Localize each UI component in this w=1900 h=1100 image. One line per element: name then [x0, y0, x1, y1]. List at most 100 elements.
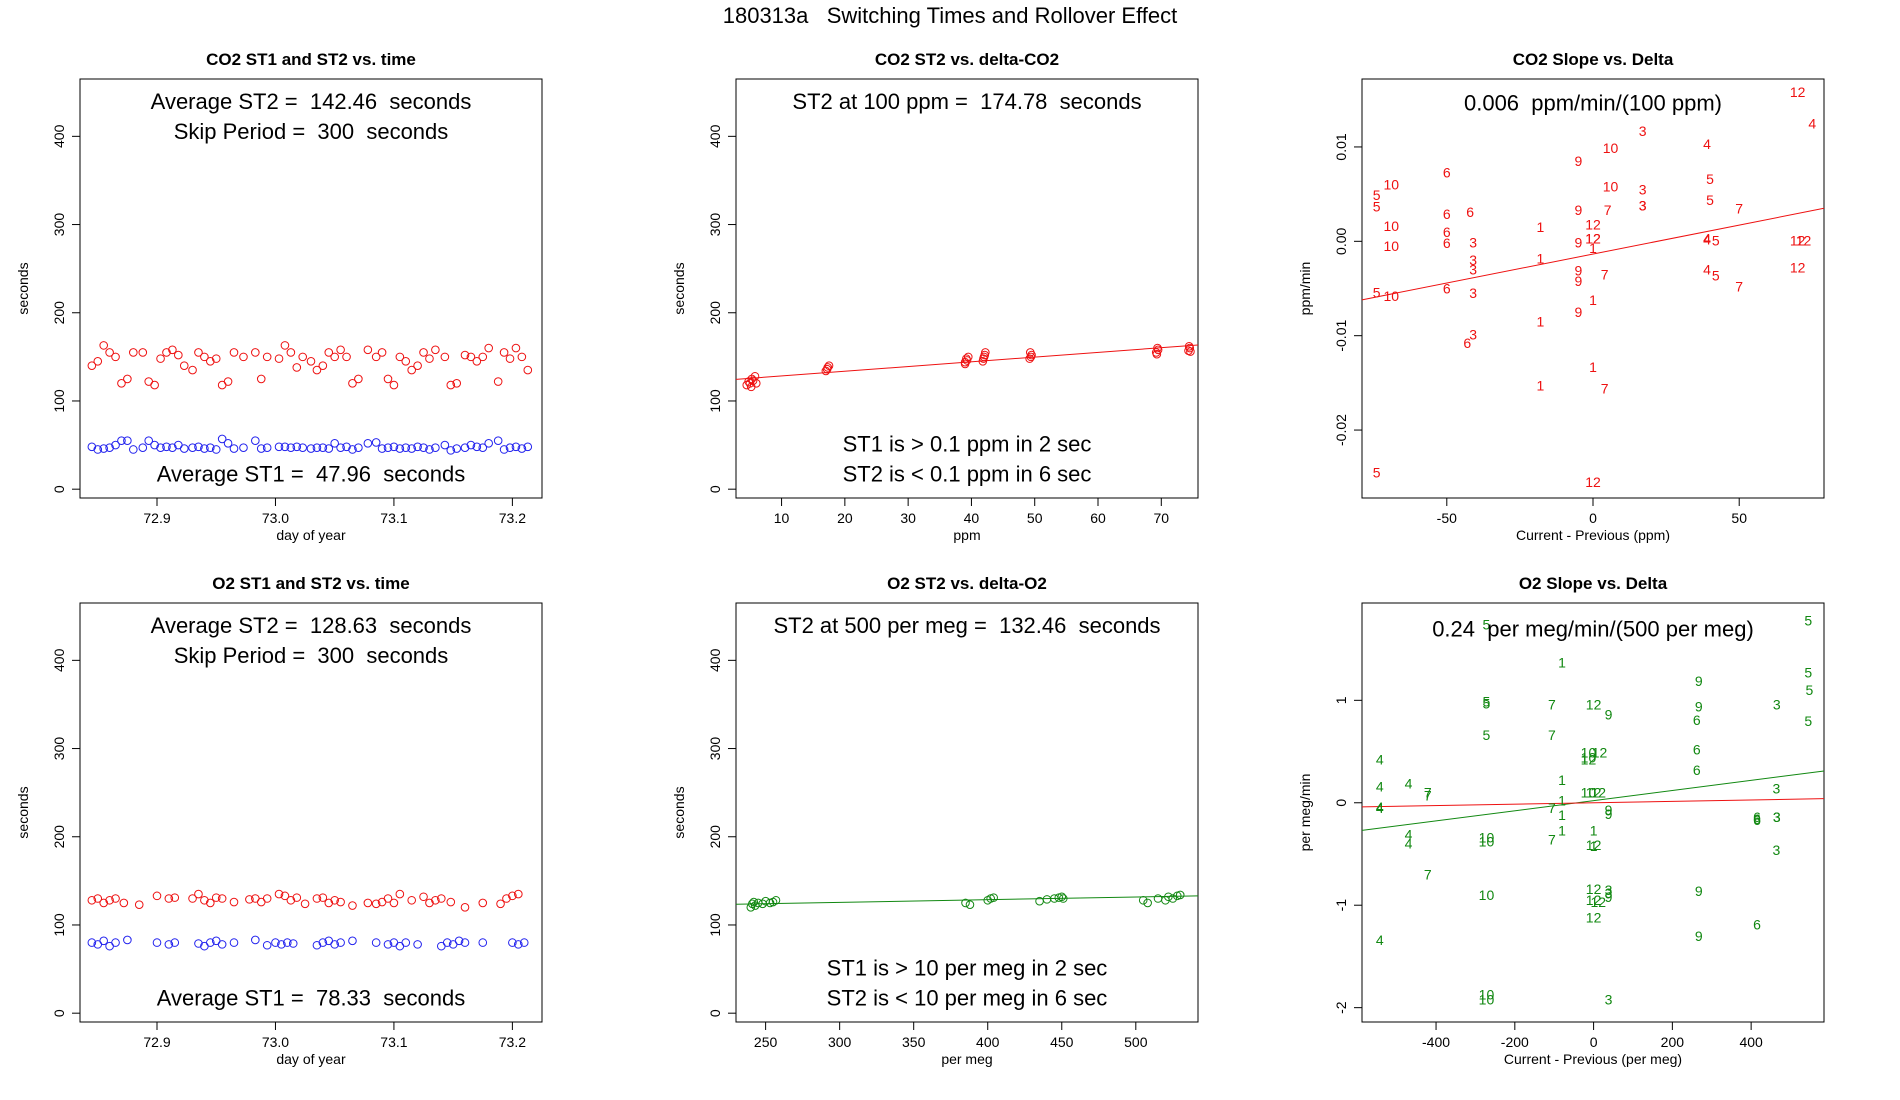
y-tick-label: 0: [1333, 799, 1349, 807]
data-point-label: 3: [1605, 882, 1613, 898]
data-point-st2: [511, 343, 521, 353]
data-point-st1: [262, 443, 272, 453]
data-point-st1: [217, 434, 227, 444]
data-point-label: 1: [1536, 314, 1544, 330]
data-point-st2: [1175, 890, 1185, 900]
data-point-label: 6: [1753, 809, 1761, 825]
data-point-label: 12: [1586, 910, 1602, 926]
data-point-st1: [478, 443, 488, 453]
data-point-label: 6: [1693, 762, 1701, 778]
data-point-st1: [517, 444, 527, 453]
x-tick-label: -50: [1437, 510, 1457, 526]
data-point-st2: [87, 361, 97, 370]
data-point-label: 5: [1483, 727, 1491, 743]
data-point-st1: [87, 938, 97, 947]
data-point-st2: [119, 898, 129, 908]
data-point-label: 6: [1443, 164, 1451, 180]
data-point-st2: [330, 895, 339, 905]
data-point-label: 9: [1605, 707, 1613, 723]
data-point-st1: [363, 439, 373, 448]
data-point-st2: [354, 374, 363, 384]
y-tick-label: 400: [51, 124, 67, 148]
data-point-label: 4: [1376, 778, 1384, 794]
data-point-label: 6: [1753, 811, 1761, 827]
data-point-st1: [519, 938, 529, 947]
data-point-st2: [211, 893, 221, 902]
data-point-st2: [262, 352, 272, 362]
chart-panel-co2-st2-delta: CO2 ST2 vs. delta-CO2 10 20 30 40 50 60 70 0 100 2…: [671, 50, 1199, 543]
x-tick-label: 73.0: [262, 510, 289, 526]
x-tick-label: 250: [754, 1034, 778, 1050]
x-tick-label: -200: [1501, 1034, 1529, 1050]
data-point-label: 9: [1695, 673, 1703, 689]
data-point-st2: [401, 356, 411, 366]
data-point-st2: [300, 899, 310, 909]
data-point-label: 1: [1536, 219, 1544, 235]
x-axis-label: day of year: [276, 527, 346, 543]
x-tick-label: 50: [1027, 510, 1043, 526]
data-point-st1: [348, 445, 357, 454]
data-point-st2: [745, 379, 755, 388]
x-tick-label: 350: [902, 1034, 926, 1050]
data-point-label: 12: [1592, 745, 1608, 761]
data-point-st1: [442, 938, 452, 947]
data-point-label: 5: [1706, 171, 1714, 187]
data-point-st1: [306, 444, 316, 453]
data-point-label: 5: [1804, 612, 1812, 628]
chart-annotation: ST2 is < 0.1 ppm in 6 sec: [843, 461, 1092, 486]
data-point-st2: [979, 354, 988, 363]
data-point-label: 4: [1405, 775, 1413, 791]
data-point-label: 9: [1605, 806, 1613, 822]
data-point-label: 5: [1373, 187, 1381, 203]
data-point-st2: [389, 898, 399, 908]
data-point-st2: [206, 898, 215, 908]
chart-title: O2 Slope vs. Delta: [1519, 574, 1668, 593]
data-point-st2: [286, 348, 296, 357]
data-point-st2: [123, 374, 132, 384]
chart-title: O2 ST1 and ST2 vs. time: [212, 574, 409, 593]
y-tick-label: 200: [51, 301, 67, 325]
y-axis-label: seconds: [15, 262, 31, 314]
data-point-st1: [389, 442, 399, 452]
data-point-st2: [312, 894, 322, 903]
data-point-st1: [262, 940, 272, 950]
plot-frame: [79, 602, 543, 1023]
data-point-st2: [188, 365, 197, 375]
y-tick-label: 0: [707, 1009, 723, 1017]
data-point-label: 7: [1735, 279, 1743, 295]
y-tick-label: 400: [707, 124, 723, 148]
data-point-label: 5: [1712, 267, 1720, 283]
data-point-st2: [1164, 892, 1173, 902]
data-point-label: 3: [1639, 197, 1647, 213]
data-point-st1: [280, 442, 290, 452]
data-point-st1: [401, 443, 411, 453]
data-point-label: 5: [1806, 682, 1814, 698]
data-point-st2: [229, 348, 239, 357]
data-point-label: 7: [1604, 202, 1612, 218]
data-point-label: 6: [1693, 741, 1701, 757]
data-point-label: 3: [1639, 197, 1647, 213]
page-title: 180313a Switching Times and Rollover Eff…: [722, 3, 1178, 28]
data-point-label: 4: [1703, 262, 1711, 278]
x-tick-label: 73.1: [380, 510, 407, 526]
chart-annotation: ST2 is < 10 per meg in 6 sec: [827, 985, 1108, 1010]
data-point-label: 5: [1712, 232, 1720, 248]
data-point-label: 12: [1585, 216, 1601, 232]
plot-frame: [1361, 78, 1825, 499]
y-tick-label: 100: [707, 389, 723, 413]
data-point-st2: [452, 379, 462, 388]
x-tick-label: 40: [964, 510, 980, 526]
data-point-st1: [371, 938, 381, 947]
data-point-st2: [239, 352, 248, 362]
data-point-st1: [452, 444, 462, 453]
data-point-st1: [152, 938, 162, 947]
data-point-st2: [200, 895, 209, 905]
data-point-label: 12: [1790, 84, 1806, 100]
data-point-label: 9: [1574, 304, 1582, 320]
data-point-st2: [330, 352, 339, 362]
data-point-st2: [223, 377, 233, 386]
data-point-st2: [523, 365, 533, 375]
data-point-st1: [256, 444, 266, 453]
x-tick-label: 0: [1589, 510, 1597, 526]
data-point-label: 4: [1808, 115, 1816, 131]
